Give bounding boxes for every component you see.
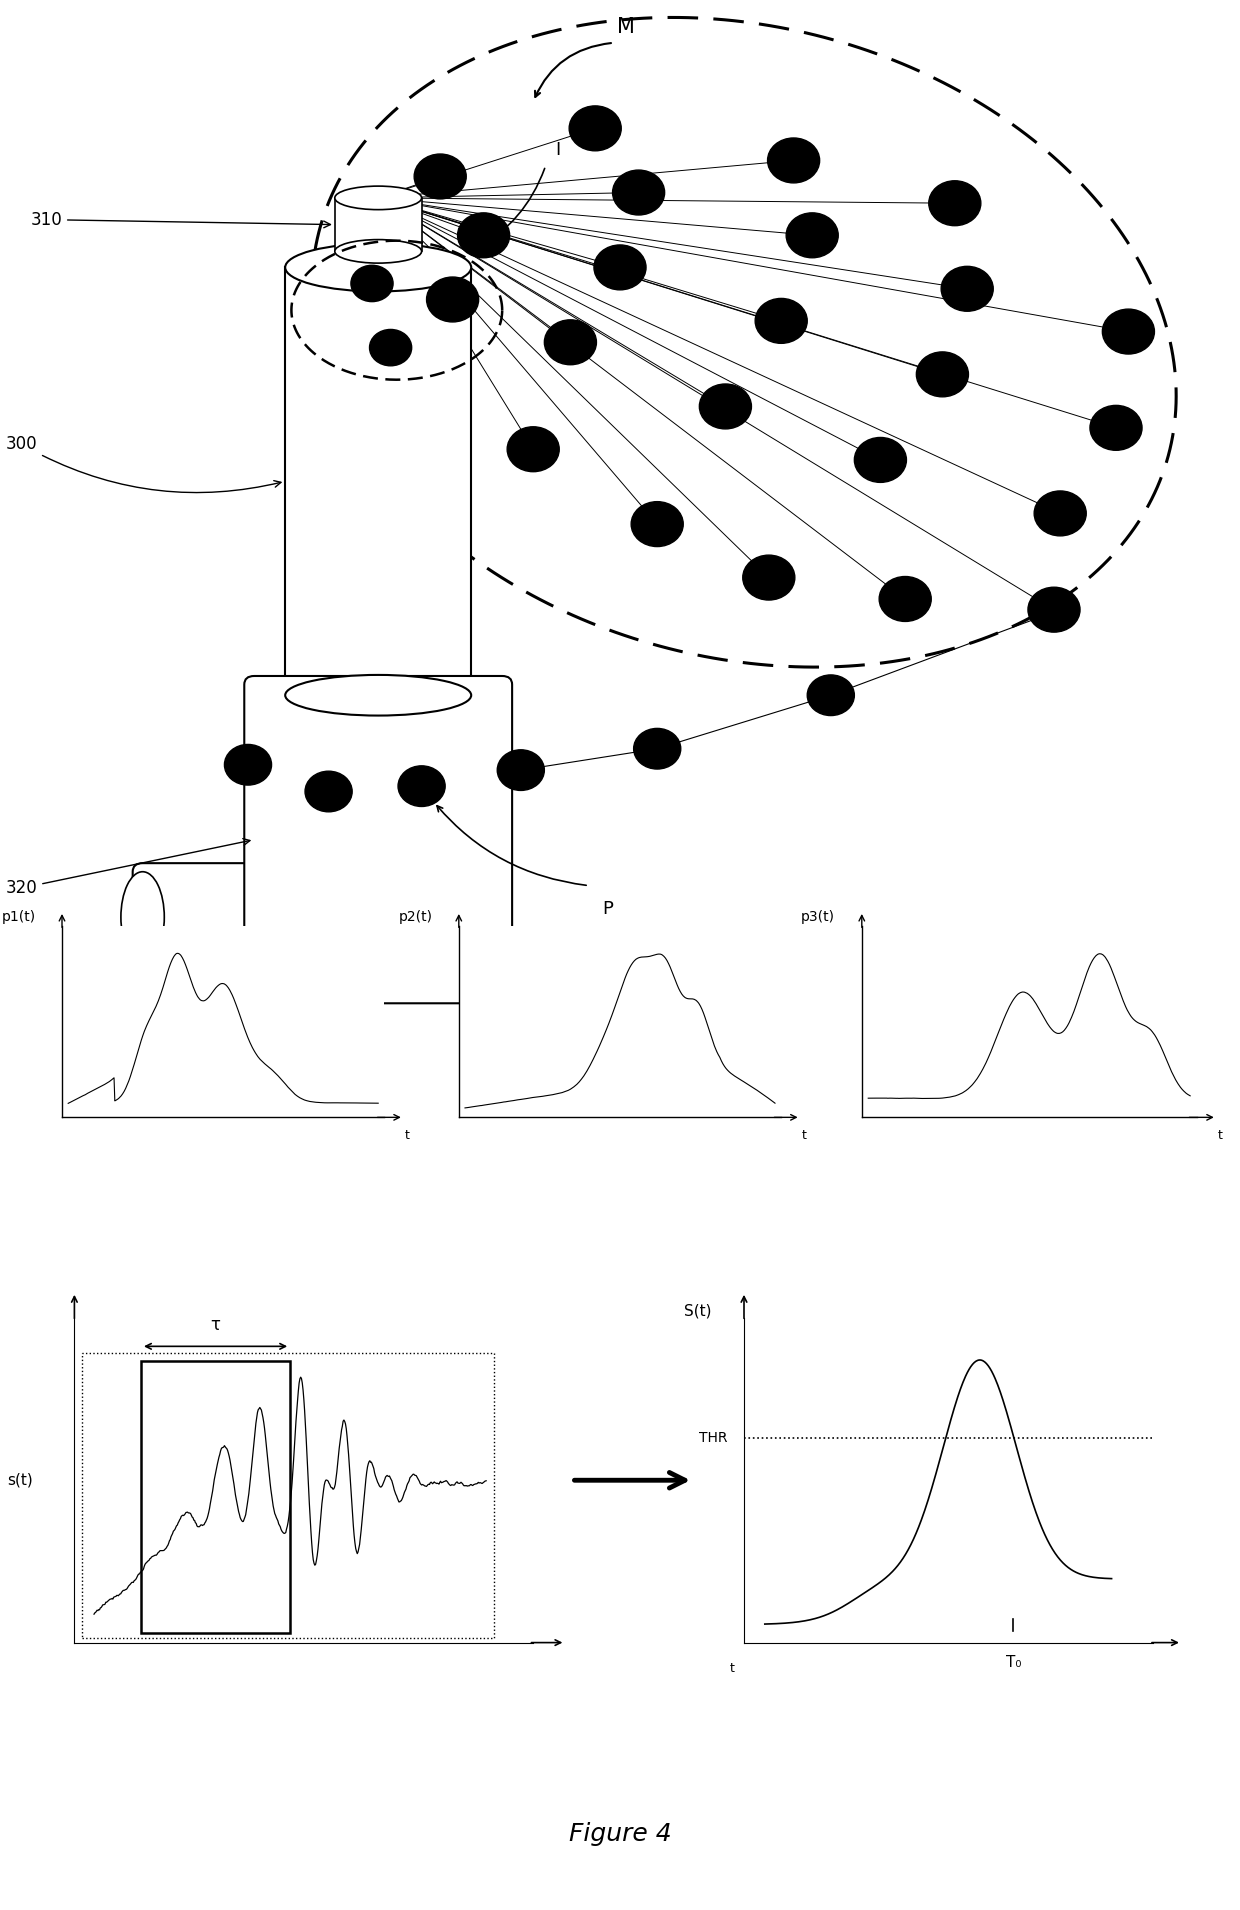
Circle shape [1034, 491, 1086, 537]
Text: I: I [556, 141, 560, 159]
Text: t: t [801, 1129, 806, 1142]
Circle shape [398, 766, 445, 806]
Text: p1(t): p1(t) [2, 909, 36, 924]
Text: p2(t): p2(t) [399, 909, 433, 924]
Text: 310: 310 [30, 210, 331, 229]
Circle shape [631, 502, 683, 546]
Circle shape [594, 244, 646, 290]
Text: t: t [1218, 1129, 1223, 1142]
Circle shape [370, 329, 412, 367]
Circle shape [414, 155, 466, 199]
Ellipse shape [335, 239, 422, 264]
Circle shape [224, 745, 272, 785]
Circle shape [768, 138, 820, 183]
Circle shape [497, 751, 544, 791]
Circle shape [786, 212, 838, 258]
Text: T₀: T₀ [1006, 1654, 1021, 1669]
Circle shape [1028, 586, 1080, 632]
Ellipse shape [335, 185, 422, 210]
Circle shape [305, 772, 352, 812]
Circle shape [544, 319, 596, 365]
Circle shape [569, 105, 621, 151]
Circle shape [929, 181, 981, 225]
Circle shape [351, 265, 393, 302]
Text: 320: 320 [5, 838, 250, 898]
Ellipse shape [285, 674, 471, 716]
Bar [141, 1360, 290, 1633]
Circle shape [755, 298, 807, 344]
Text: 300: 300 [5, 435, 281, 493]
Text: s(t): s(t) [7, 1473, 33, 1488]
Circle shape [1090, 405, 1142, 451]
Circle shape [941, 265, 993, 311]
Circle shape [458, 212, 510, 258]
Text: S(t): S(t) [683, 1305, 712, 1320]
Bar [82, 1354, 494, 1639]
Ellipse shape [120, 871, 164, 963]
Text: P: P [603, 900, 613, 919]
Text: M: M [618, 17, 635, 36]
Circle shape [613, 170, 665, 216]
Text: p3(t): p3(t) [801, 909, 835, 924]
Text: τ: τ [211, 1316, 221, 1335]
Text: t: t [404, 1129, 409, 1142]
Text: THR: THR [699, 1431, 728, 1446]
Bar [335, 199, 422, 252]
Circle shape [699, 384, 751, 430]
Circle shape [743, 556, 795, 600]
Circle shape [916, 351, 968, 397]
Circle shape [634, 728, 681, 770]
Bar [285, 267, 471, 695]
Circle shape [507, 426, 559, 472]
Text: t: t [729, 1662, 734, 1675]
Circle shape [1102, 309, 1154, 353]
Circle shape [427, 277, 479, 323]
FancyBboxPatch shape [244, 676, 512, 1003]
Ellipse shape [285, 243, 471, 292]
FancyBboxPatch shape [133, 863, 289, 970]
Circle shape [879, 577, 931, 621]
Circle shape [807, 674, 854, 716]
Circle shape [854, 437, 906, 483]
Text: Figure 4: Figure 4 [569, 1822, 671, 1845]
Text: Figure 3: Figure 3 [149, 1018, 246, 1043]
